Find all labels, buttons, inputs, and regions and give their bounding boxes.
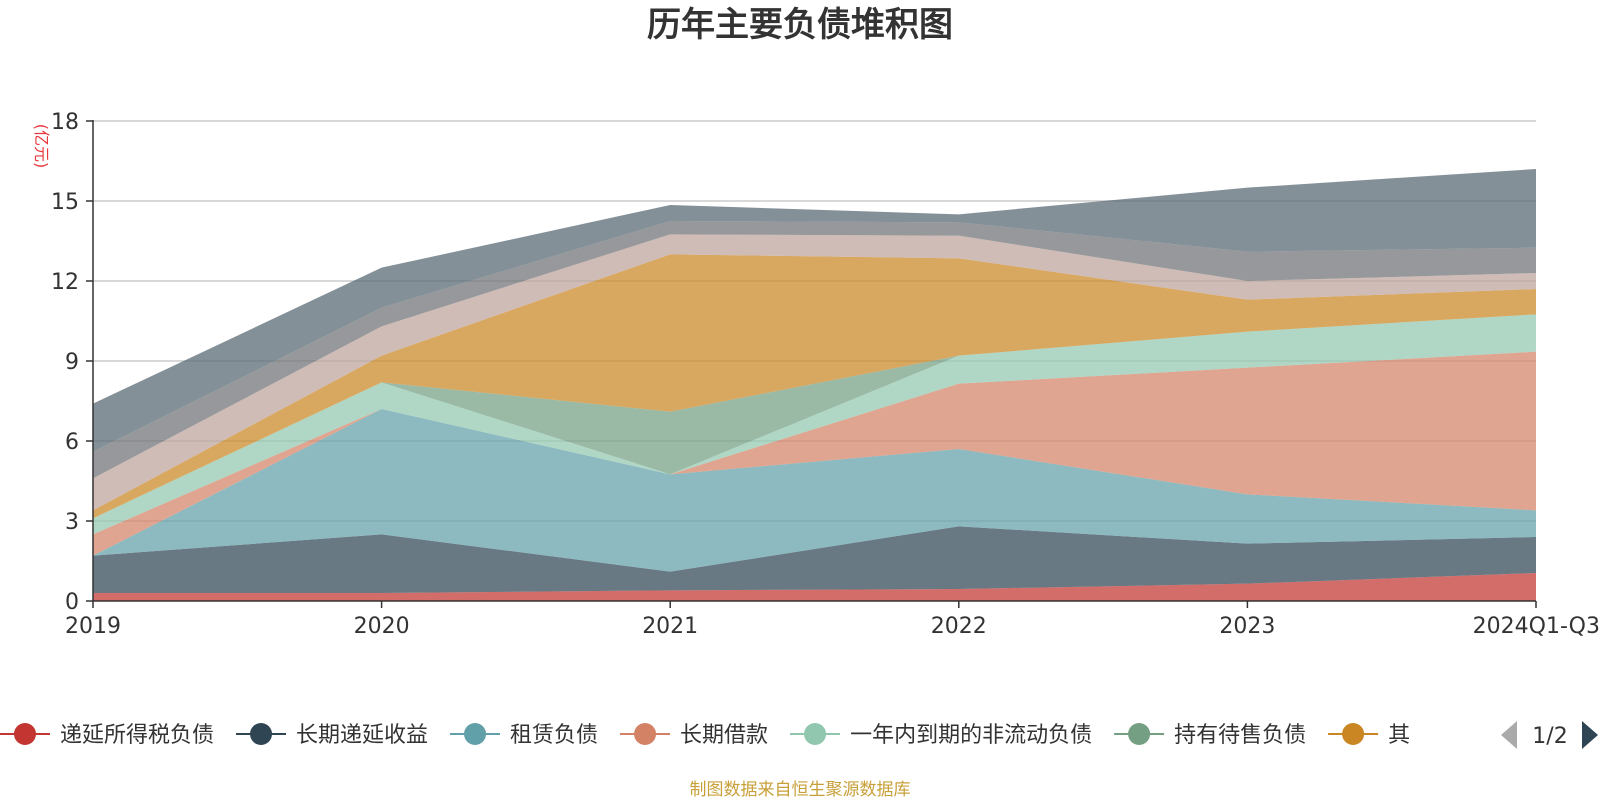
legend-item[interactable]: 长期递延收益 [236, 723, 428, 748]
legend-pager: 1/2 [1501, 721, 1598, 749]
area-series-6 [93, 254, 1536, 519]
legend: 递延所得税负债 长期递延收益 租赁负债 长期借款 一年内到期的非流动负债 持有待售负债 其 [0, 723, 1410, 748]
data-source-note: 制图数据来自恒生聚源数据库 [690, 780, 911, 800]
chart-title: 历年主要负债堆积图 [647, 5, 953, 45]
y-tick-label: 15 [51, 190, 79, 215]
legend-marker-icon [250, 723, 273, 745]
legend-marker-icon [634, 723, 657, 745]
y-axis-unit-label: (亿元) [32, 124, 51, 169]
x-tick-label: 2019 [65, 614, 121, 639]
triangle-right-icon[interactable] [1582, 721, 1598, 749]
triangle-left-icon[interactable] [1501, 721, 1517, 749]
x-tick-label: 2020 [354, 614, 410, 639]
area-series-1 [93, 526, 1536, 593]
legend-label: 持有待售负债 [1174, 723, 1306, 748]
area-series-0 [93, 573, 1536, 601]
legend-item[interactable]: 递延所得税负债 [0, 723, 214, 748]
legend-item[interactable]: 一年内到期的非流动负债 [790, 723, 1092, 748]
y-tick-label: 6 [65, 430, 79, 455]
y-tick-label: 3 [65, 510, 79, 535]
legend-marker-icon [14, 723, 36, 745]
legend-marker-icon [1342, 723, 1365, 745]
area-series-2 [93, 409, 1536, 572]
legend-label: 递延所得税负债 [60, 723, 214, 748]
legend-marker-icon [464, 723, 487, 745]
y-tick-label: 0 [65, 590, 79, 615]
x-tick-label: 2023 [1219, 614, 1275, 639]
y-tick-label: 18 [51, 110, 79, 135]
x-tick-label: 2024Q1-Q3 [1473, 614, 1600, 639]
legend-label: 长期递延收益 [296, 723, 428, 748]
area-series-3 [93, 351, 1536, 556]
area-series-4 [93, 314, 1536, 535]
legend-label: 一年内到期的非流动负债 [850, 723, 1092, 748]
legend-label: 长期借款 [680, 723, 768, 748]
legend-marker-icon [1128, 723, 1151, 745]
legend-item[interactable]: 长期借款 [620, 723, 768, 748]
area-series-9 [93, 169, 1536, 452]
legend-item[interactable]: 租赁负债 [450, 723, 598, 748]
legend-page-indicator: 1/2 [1532, 724, 1567, 749]
x-tick-label: 2021 [642, 614, 698, 639]
legend-marker-icon [804, 723, 827, 745]
legend-item[interactable]: 其 [1328, 723, 1410, 748]
x-tick-label: 2022 [931, 614, 987, 639]
axes: 0 3 6 9 12 15 18 2019 2020 2021 2022 2023 2024Q1-Q3 [51, 110, 1600, 639]
legend-label: 租赁负债 [510, 723, 598, 748]
legend-item[interactable]: 持有待售负债 [1114, 723, 1306, 748]
y-tick-label: 12 [51, 270, 79, 295]
y-tick-label: 9 [65, 350, 79, 375]
legend-label: 其 [1388, 723, 1410, 748]
area-series [93, 169, 1536, 601]
